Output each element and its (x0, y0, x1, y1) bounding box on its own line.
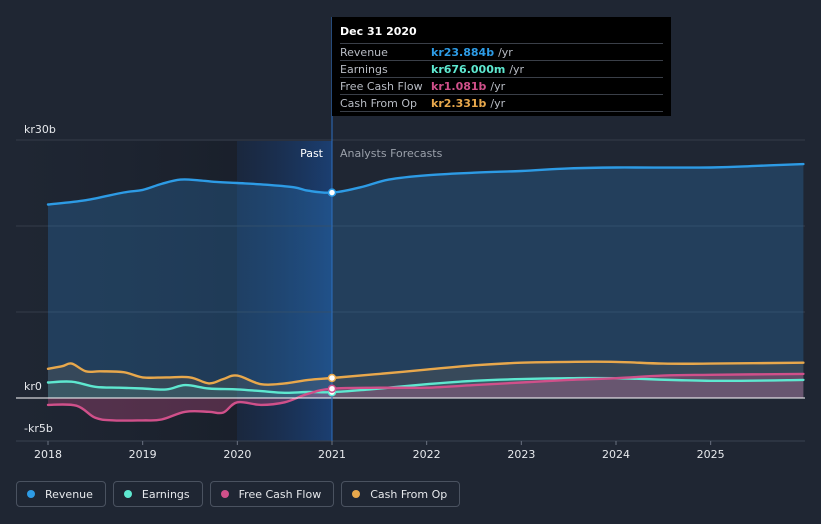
legend-dot-icon (352, 490, 361, 498)
tooltip-series-unit: /yr (490, 96, 506, 110)
legend-label: Cash From Op (370, 487, 448, 501)
tooltip-series-name: Cash From Op (340, 96, 418, 110)
tooltip-date: Dec 31 2020 (340, 25, 417, 38)
x-tick-label: 2025 (697, 448, 725, 461)
legend-item-free-cash-flow[interactable]: Free Cash Flow (209, 481, 335, 507)
series-point-cash-from-op (327, 373, 337, 383)
series-lines (46, 162, 805, 422)
x-tick-label: 2020 (223, 448, 251, 461)
series-line-cash-from-op (46, 360, 805, 386)
tooltip-series-value: kr23.884b (431, 45, 495, 59)
series-area-free-cash-flow (48, 373, 804, 421)
x-tick-label: 2021 (318, 448, 346, 461)
legend-label: Earnings (141, 487, 190, 501)
x-tick-label: 2022 (413, 448, 441, 461)
x-tick-label: 2018 (34, 448, 62, 461)
tooltip-series-name: Revenue (340, 45, 388, 59)
tooltip-series-unit: /yr (490, 79, 506, 93)
past-region-label: Past (300, 147, 324, 160)
forecast-region-label: Analysts Forecasts (340, 147, 443, 160)
tooltip-series-value: kr1.081b (431, 79, 487, 93)
legend-label: Free Cash Flow (238, 487, 322, 501)
series-line-free-cash-flow (46, 372, 805, 422)
y-tick-label: -kr5b (24, 422, 53, 435)
legend-dot-icon (123, 490, 132, 498)
hover-markers (327, 188, 337, 397)
tooltip: Dec 31 2020 Revenue kr23.884b /yr Earnin… (332, 17, 671, 116)
legend-dot-icon (220, 490, 229, 498)
series-point-revenue (327, 188, 337, 197)
tooltip-series-unit: /yr (509, 62, 525, 76)
series-areas (48, 164, 804, 421)
tooltip-row-free-cash-flow: Free Cash Flow kr1.081b /yr (340, 77, 663, 94)
tooltip-row-cash-from-op: Cash From Op kr2.331b /yr (340, 94, 663, 112)
tooltip-series-name: Earnings (340, 62, 388, 76)
tooltip-row-earnings: Earnings kr676.000m /yr (340, 60, 663, 77)
legend-label: Revenue (45, 487, 93, 501)
legend-item-cash-from-op[interactable]: Cash From Op (341, 481, 461, 507)
tooltip-series-name: Free Cash Flow (340, 79, 423, 93)
x-tick-label: 2023 (507, 448, 535, 461)
legend-item-revenue[interactable]: Revenue (16, 481, 106, 507)
y-tick-label: kr30b (24, 123, 56, 136)
x-tick-label: 2024 (602, 448, 630, 461)
legend-item-earnings[interactable]: Earnings (112, 481, 203, 507)
y-tick-label: kr0 (24, 380, 42, 393)
series-point-free-cash-flow (327, 384, 337, 393)
tooltip-series-unit: /yr (498, 45, 513, 59)
series-area-revenue (48, 164, 804, 398)
legend-dot-icon (27, 490, 35, 498)
tooltip-series-value: kr676.000m (431, 62, 506, 76)
x-tick-label: 2019 (129, 448, 157, 461)
legend: Revenue Earnings Free Cash Flow Cash Fro… (16, 481, 461, 507)
series-line-revenue (46, 162, 805, 206)
tooltip-series-value: kr2.331b (431, 96, 487, 110)
grid-lines (16, 139, 805, 442)
axes: 2018 2019 2020 2021 2022 2023 2024 2025 kr30b kr0… (16, 17, 805, 461)
series-line-earnings (46, 376, 805, 395)
tooltip-row-revenue: Revenue kr23.884b /yr (340, 43, 663, 60)
